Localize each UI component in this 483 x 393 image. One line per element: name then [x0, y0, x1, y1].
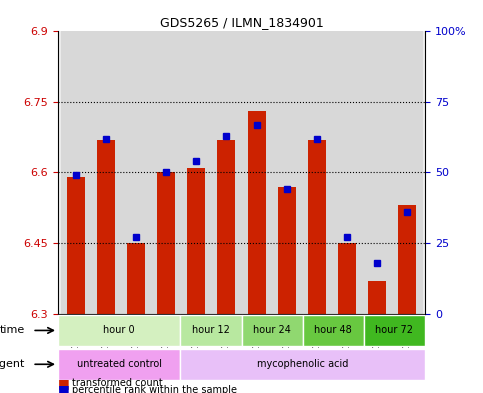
FancyBboxPatch shape [180, 349, 425, 380]
Bar [242, 31, 271, 314]
Bar [308, 140, 326, 314]
Text: mycophenolic acid: mycophenolic acid [257, 359, 348, 369]
Title: GDS5265 / ILMN_1834901: GDS5265 / ILMN_1834901 [159, 16, 324, 29]
Bar [271, 31, 302, 314]
Bar [127, 243, 145, 314]
Bar [362, 31, 392, 314]
Text: hour 72: hour 72 [375, 325, 413, 336]
Bar [302, 31, 332, 314]
Bar [278, 187, 296, 314]
Text: hour 48: hour 48 [314, 325, 352, 336]
Bar [97, 140, 115, 314]
Bar [157, 173, 175, 314]
Text: hour 12: hour 12 [192, 325, 230, 336]
Text: ■: ■ [58, 383, 70, 393]
Text: hour 24: hour 24 [253, 325, 291, 336]
Bar [61, 31, 91, 314]
Bar [368, 281, 386, 314]
Text: percentile rank within the sample: percentile rank within the sample [72, 385, 238, 393]
Text: agent: agent [0, 359, 25, 369]
Bar [187, 168, 205, 314]
FancyBboxPatch shape [58, 315, 180, 346]
FancyBboxPatch shape [180, 315, 242, 346]
FancyBboxPatch shape [242, 315, 303, 346]
FancyBboxPatch shape [58, 349, 180, 380]
Text: untreated control: untreated control [77, 359, 162, 369]
FancyBboxPatch shape [303, 315, 364, 346]
Bar [121, 31, 151, 314]
Text: time: time [0, 325, 25, 336]
Bar [181, 31, 212, 314]
Text: ■: ■ [58, 376, 70, 390]
Bar [392, 31, 422, 314]
Bar [247, 111, 266, 314]
Bar [67, 177, 85, 314]
FancyBboxPatch shape [364, 315, 425, 346]
Text: transformed count: transformed count [72, 378, 163, 388]
Bar [212, 31, 242, 314]
Bar [91, 31, 121, 314]
Bar [338, 243, 356, 314]
Bar [398, 206, 416, 314]
Bar [217, 140, 236, 314]
Bar [151, 31, 181, 314]
Bar [332, 31, 362, 314]
Text: hour 0: hour 0 [103, 325, 135, 336]
